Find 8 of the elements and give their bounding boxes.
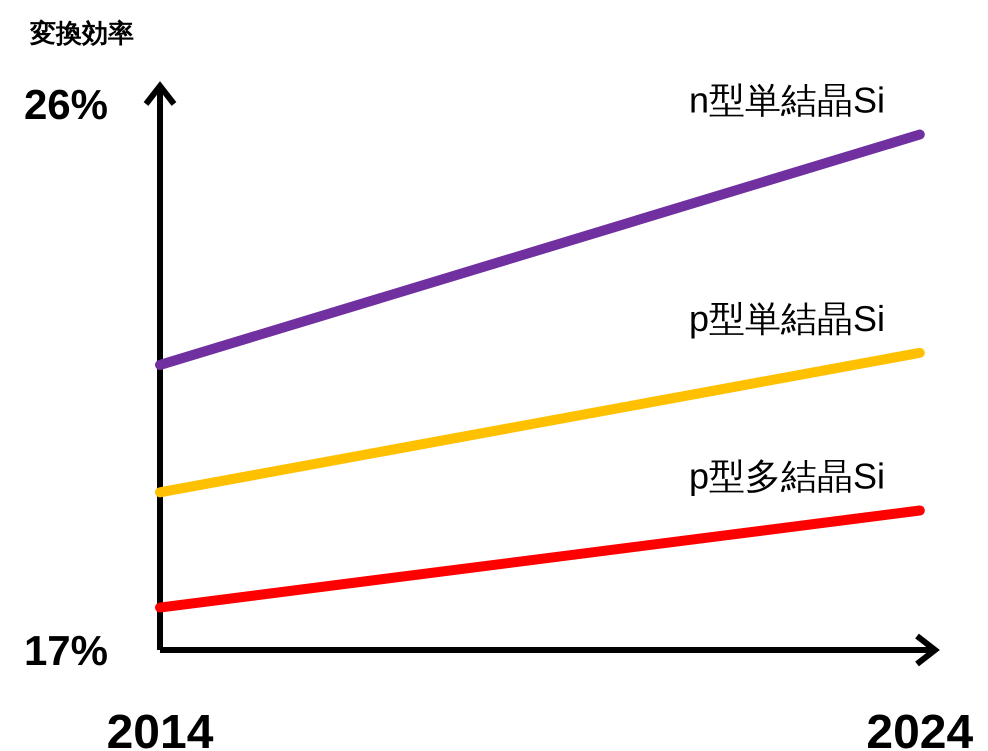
series-label: p型単結晶Si <box>688 298 885 339</box>
x-tick-label: 2024 <box>866 706 974 751</box>
y-tick-label: 26% <box>24 81 108 128</box>
series-label: p型多結晶Si <box>688 456 885 497</box>
series-label: n型単結晶Si <box>688 80 885 121</box>
x-tick-label: 2014 <box>106 706 214 751</box>
y-axis-title: 変換効率 <box>29 18 134 48</box>
y-tick-label: 17% <box>24 627 108 674</box>
